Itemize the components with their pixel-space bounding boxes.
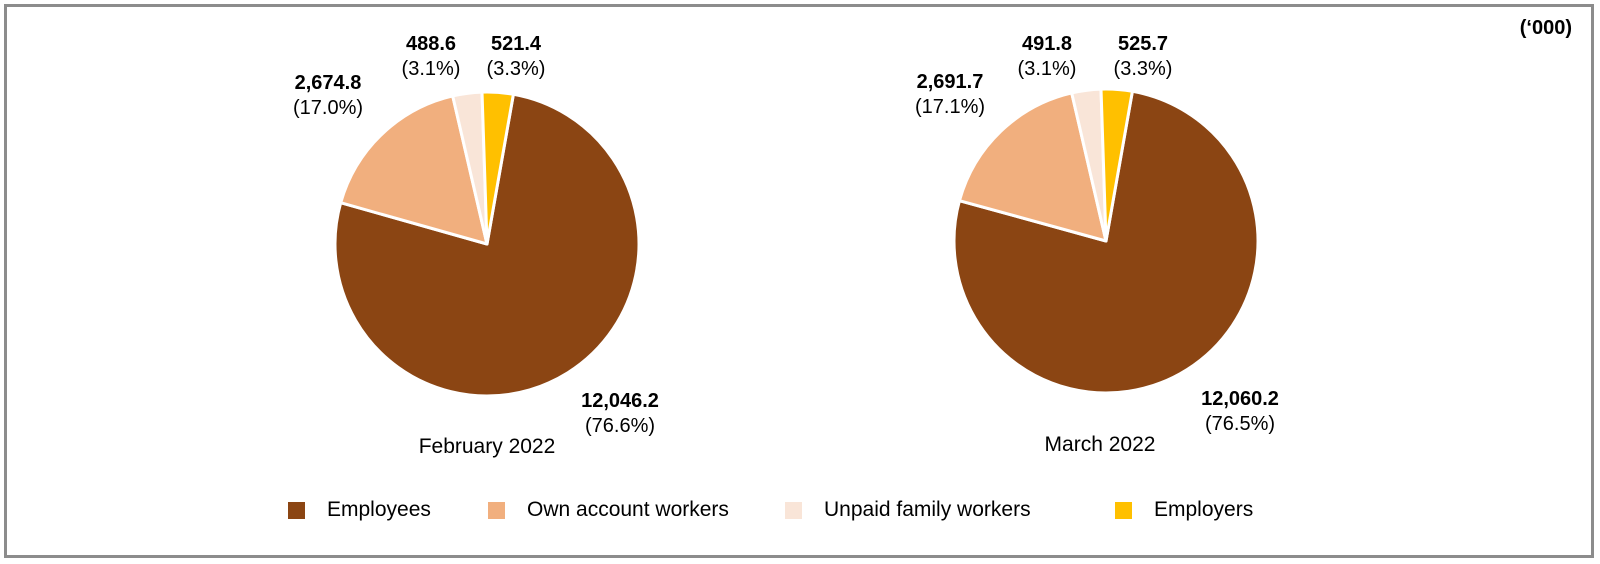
slice-label-own-account-mar: 2,691.7 (17.1%) — [915, 70, 985, 120]
slice-value: 488.6 — [405, 33, 457, 55]
legend-label: Unpaid family workers — [824, 498, 1031, 521]
legend-item-unpaid-family-workers: Unpaid family workers — [785, 498, 1031, 521]
legend-item-employers: Employers — [1115, 498, 1254, 521]
legend-label: Employees — [327, 498, 431, 521]
slice-value: 491.8 — [1021, 33, 1073, 55]
slice-percent: (17.0%) — [292, 97, 364, 119]
slice-value: 521.4 — [490, 33, 542, 55]
legend-swatch-employees — [288, 501, 305, 519]
pie-slice-own-account-workers — [957, 91, 1108, 243]
outer-border — [4, 4, 1594, 558]
slice-percent: (3.3%) — [1113, 58, 1173, 80]
slice-percent: (76.5%) — [1204, 413, 1276, 435]
slice-value: 525.7 — [1117, 33, 1169, 55]
slice-percent: (3.1%) — [401, 58, 461, 80]
slice-percent: (17.1%) — [914, 96, 986, 118]
pie-slice-own-account-workers — [339, 94, 489, 246]
slice-label-employees-mar: 12,060.2 (76.5%) — [1201, 387, 1279, 437]
slice-value: 2,674.8 — [294, 72, 362, 94]
legend-swatch-unpaid-family-workers — [785, 501, 802, 519]
slice-label-employees-feb: 12,046.2 (76.6%) — [581, 389, 659, 439]
slice-label-employers-mar: 525.7 (3.3%) — [1114, 32, 1173, 82]
pie-title-mar-2022: March 2022 — [1044, 433, 1156, 456]
legend-label: Own account workers — [527, 498, 729, 521]
slice-value: 12,060.2 — [1201, 388, 1279, 410]
slice-label-unpaid-family-feb: 488.6 (3.1%) — [402, 32, 461, 82]
legend-swatch-employers — [1115, 501, 1132, 519]
legend-item-own-account-workers: Own account workers — [488, 498, 729, 521]
slice-percent: (76.6%) — [584, 415, 656, 437]
pie-title-feb-2022: February 2022 — [418, 435, 556, 458]
slice-label-unpaid-family-mar: 491.8 (3.1%) — [1018, 32, 1077, 82]
slice-value: 12,046.2 — [581, 390, 659, 412]
units-note: (‘000) — [1519, 17, 1572, 39]
slice-label-employers-feb: 521.4 (3.3%) — [487, 32, 546, 82]
pie-mar-2022 — [952, 87, 1260, 395]
legend-item-employees: Employees — [288, 498, 431, 521]
legend-swatch-own-account-workers — [488, 501, 505, 519]
pie-slice-employers — [1099, 87, 1134, 243]
slice-percent: (3.1%) — [1017, 58, 1077, 80]
pie-slice-employers — [480, 90, 515, 246]
legend-label: Employers — [1154, 498, 1254, 521]
slice-value: 2,691.7 — [916, 71, 984, 93]
slice-label-own-account-feb: 2,674.8 (17.0%) — [293, 71, 363, 121]
pie-feb-2022 — [333, 90, 641, 398]
slice-percent: (3.3%) — [486, 58, 546, 80]
